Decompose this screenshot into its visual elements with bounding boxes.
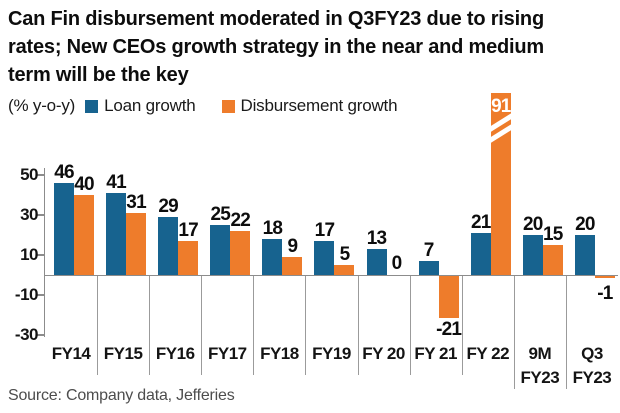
legend-item-disbursement-growth: Disbursement growth <box>221 96 398 116</box>
x-axis-line <box>44 274 618 276</box>
x-axis-label-q3-fy23: Q3 FY23 <box>572 344 612 387</box>
x-axis-label-fy-21: FY 21 <box>414 344 457 363</box>
x-axis-label-fy16: FY16 <box>155 344 195 363</box>
x-axis-label-fy19: FY19 <box>312 344 351 363</box>
y-tick-label-30: 30 <box>20 205 38 224</box>
bar-loan-growth-q3-fy23 <box>574 235 595 275</box>
value-label-loan-growth-9m-fy23: 20 <box>523 214 543 235</box>
value-label-loan-growth-fy-20: 13 <box>366 228 387 249</box>
category-separator <box>97 276 99 375</box>
y-tick-label-10: 10 <box>20 245 38 264</box>
y-tick-mark-30 <box>37 214 44 216</box>
bar-disbursement-growth-fy15 <box>126 213 147 275</box>
bar-loan-growth-fy14 <box>54 183 74 275</box>
category-separator <box>565 276 567 389</box>
y-tick-label--30: -30 <box>14 325 39 344</box>
y-tick-label-50: 50 <box>20 165 38 184</box>
y-tick-mark--30 <box>37 334 44 336</box>
value-label-inside-fy-22: 91 <box>491 96 511 117</box>
y-units-label: (% y-o-y) <box>8 96 76 115</box>
value-label-disbursement-growth-fy14: 40 <box>74 174 94 195</box>
value-label-disbursement-growth-fy18: 9 <box>287 236 298 257</box>
legend-item-loan-growth: Loan growth <box>85 96 196 116</box>
category-separator <box>149 276 151 375</box>
bar-loan-growth-fy16 <box>158 217 179 275</box>
value-label-loan-growth-fy19: 17 <box>314 220 335 241</box>
value-label-disbursement-growth-9m-fy23: 15 <box>543 224 563 245</box>
bar-disbursement-growth-fy-22: 91 <box>490 93 511 275</box>
y-tick-mark-50 <box>37 174 44 176</box>
y-tick-mark--10 <box>37 294 44 296</box>
x-axis-label-fy15: FY15 <box>103 344 143 363</box>
x-axis-label-fy18: FY18 <box>260 344 299 363</box>
bar-disbursement-growth-fy-21 <box>438 276 459 318</box>
bar-disbursement-growth-fy14 <box>74 195 94 275</box>
disbursement-growth-swatch-icon <box>221 99 235 113</box>
value-label-disbursement-growth-fy-21: -21 <box>436 319 462 340</box>
y-tick-label--10: -10 <box>14 285 39 304</box>
bar-loan-growth-fy18 <box>262 239 283 275</box>
chart-title: Can Fin disbursement moderated in Q3FY23… <box>8 8 544 86</box>
value-label-loan-growth-fy17: 25 <box>210 204 231 225</box>
x-axis-label-fy14: FY14 <box>51 344 91 363</box>
value-label-disbursement-growth-fy17: 22 <box>230 210 251 231</box>
bar-disbursement-growth-fy16 <box>178 241 199 275</box>
value-label-loan-growth-fy18: 18 <box>262 218 283 239</box>
bar-loan-growth-fy-20 <box>366 249 387 275</box>
value-label-disbursement-growth-fy15: 31 <box>126 192 146 213</box>
source-note: Source: Company data, Jefferies <box>8 387 235 404</box>
legend-label-loan-growth: Loan growth <box>104 96 196 115</box>
category-separator <box>357 276 359 375</box>
value-label-disbursement-growth-fy-20: 0 <box>391 253 403 274</box>
category-separator <box>513 276 515 389</box>
category-separator <box>409 276 411 375</box>
category-separator <box>305 276 307 375</box>
legend-label-disbursement-growth: Disbursement growth <box>240 96 398 115</box>
value-label-disbursement-growth-q3-fy23: -1 <box>597 283 613 304</box>
bar-loan-growth-fy-21 <box>418 261 439 275</box>
value-label-disbursement-growth-fy16: 17 <box>178 220 198 241</box>
value-label-loan-growth-fy16: 29 <box>158 196 178 217</box>
bar-disbursement-growth-9m-fy23 <box>542 245 563 275</box>
x-axis-label-9m-fy23: 9M FY23 <box>520 344 560 387</box>
bar-disbursement-growth-fy18 <box>282 257 303 275</box>
bar-disbursement-growth-fy17 <box>230 231 251 275</box>
category-separator <box>201 276 203 375</box>
value-label-loan-growth-fy-22: 21 <box>470 212 491 233</box>
loan-growth-swatch-icon <box>85 99 99 113</box>
value-label-loan-growth-q3-fy23: 20 <box>575 214 595 235</box>
value-label-loan-growth-fy-21: 7 <box>423 240 435 261</box>
bar-disbursement-growth-fy19 <box>334 265 355 275</box>
x-axis-label-fy-22: FY 22 <box>466 344 510 363</box>
value-label-loan-growth-fy14: 46 <box>54 162 74 183</box>
bar-loan-growth-fy-22 <box>470 233 491 275</box>
chart-legend: (% y-o-y) Loan growth Disbursement growt… <box>8 96 423 116</box>
value-label-disbursement-growth-fy19: 5 <box>339 244 351 265</box>
category-separator <box>461 276 463 375</box>
category-separator <box>253 276 255 375</box>
y-tick-mark-10 <box>37 254 44 256</box>
bar-loan-growth-9m-fy23 <box>522 235 543 275</box>
x-axis-label-fy17: FY17 <box>207 344 247 363</box>
bar-loan-growth-fy17 <box>210 225 231 275</box>
bar-disbursement-growth-q3-fy23 <box>594 276 615 278</box>
bar-loan-growth-fy19 <box>314 241 335 275</box>
y-axis-line <box>44 168 45 337</box>
x-axis-label-fy-20: FY 20 <box>362 344 405 363</box>
bar-loan-growth-fy15 <box>106 193 127 275</box>
value-label-loan-growth-fy15: 41 <box>106 172 126 193</box>
